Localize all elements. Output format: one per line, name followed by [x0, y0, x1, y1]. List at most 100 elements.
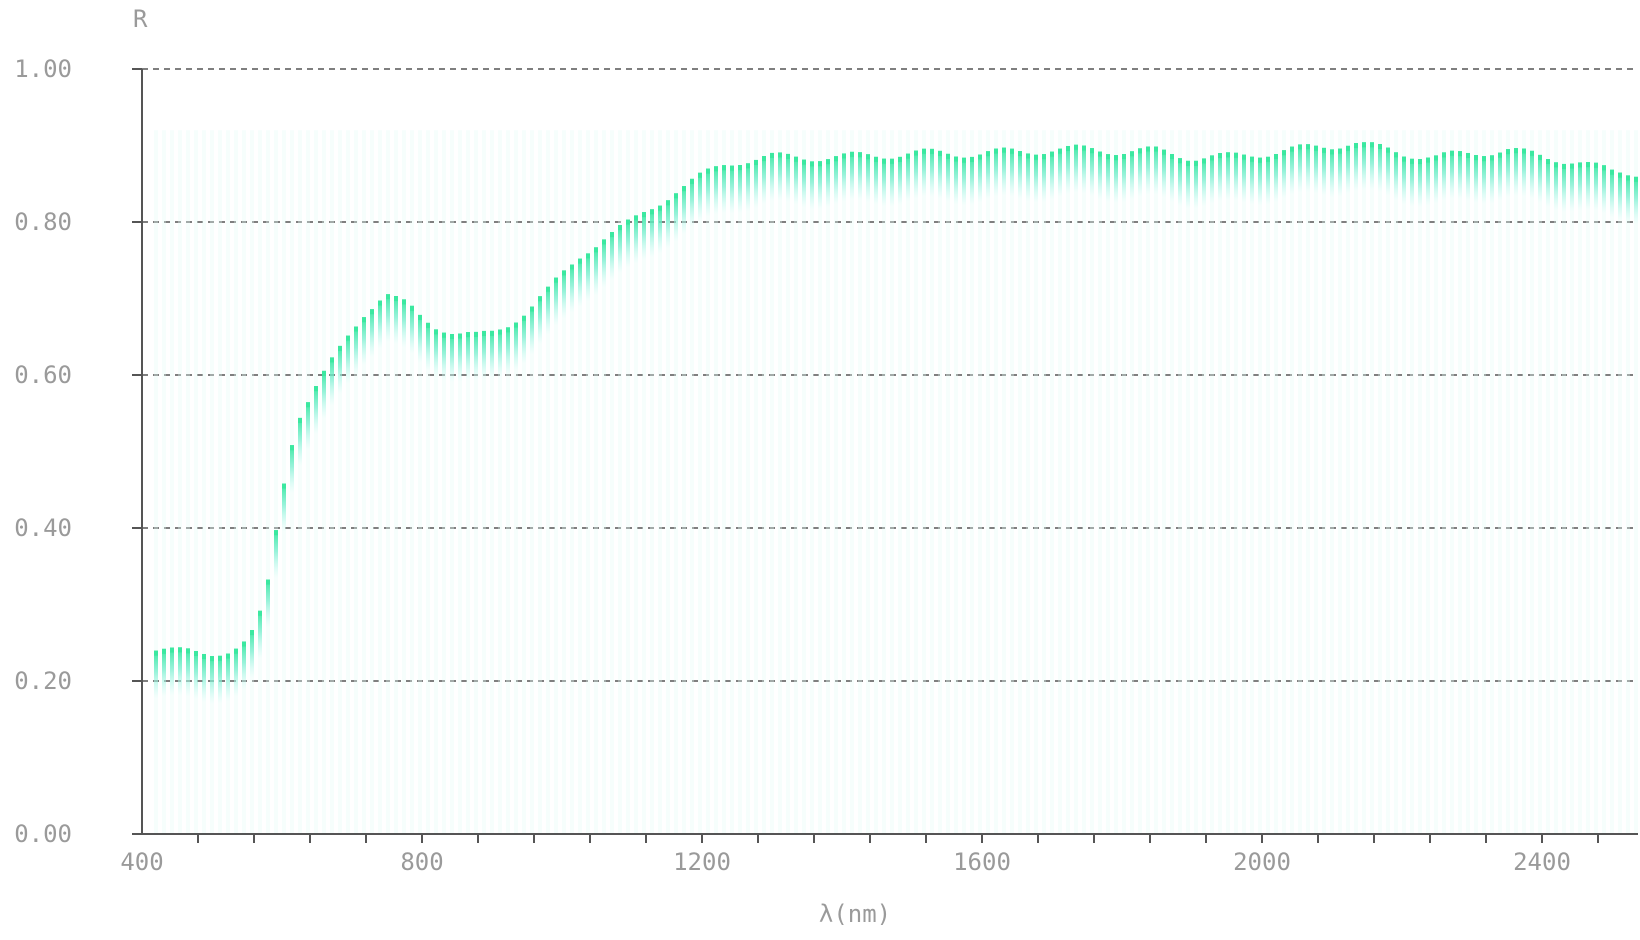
spectrum-bar	[1538, 154, 1542, 203]
spectrum-point	[666, 200, 670, 206]
spectrum-point	[1346, 145, 1350, 151]
spectrum-haze	[1226, 130, 1230, 834]
spectrum-bar	[874, 156, 878, 205]
spectrum-bar	[746, 163, 750, 212]
spectrum-point	[826, 159, 830, 165]
spectrum-bar	[1290, 146, 1294, 195]
spectrum-haze	[810, 130, 814, 834]
spectrum-haze	[490, 130, 494, 834]
spectrum-bar	[922, 148, 926, 197]
spectrum-haze	[1138, 130, 1142, 834]
spectrum-point	[1146, 146, 1150, 152]
spectrum-bar	[1018, 151, 1022, 200]
spectrum-haze	[466, 130, 470, 834]
x-tick-label: 1600	[953, 848, 1011, 876]
spectrum-bar	[1514, 148, 1518, 197]
spectrum-bar	[1058, 148, 1062, 197]
spectrum-bar	[778, 152, 782, 201]
spectrum-bar	[242, 641, 246, 690]
spectrum-point	[1330, 149, 1334, 155]
spectrum-haze	[1034, 130, 1038, 834]
spectrum-bar	[834, 156, 838, 205]
spectrum-haze	[1178, 130, 1182, 834]
spectrum-point	[1370, 142, 1374, 148]
spectrum-point	[514, 322, 518, 328]
spectrum-haze	[362, 130, 366, 834]
spectrum-haze	[1082, 130, 1086, 834]
x-tick-label: 800	[400, 848, 443, 876]
spectrum-bar	[794, 156, 798, 205]
spectrum-haze	[1434, 130, 1438, 834]
spectrum-haze	[674, 130, 678, 834]
spectrum-haze	[722, 130, 726, 834]
spectrum-haze	[1298, 130, 1302, 834]
spectrum-point	[658, 205, 662, 211]
spectrum-bar	[162, 648, 166, 697]
spectrum-point	[338, 345, 342, 351]
spectrum-bar	[178, 647, 182, 696]
spectrum-haze	[922, 130, 926, 834]
spectrum-bar	[274, 530, 278, 579]
spectrum-haze	[514, 130, 518, 834]
spectrum-haze	[1386, 130, 1390, 834]
spectrum-haze	[530, 130, 534, 834]
spectrum-bar	[1146, 146, 1150, 195]
spectrum-point	[698, 172, 702, 178]
spectrum-bar	[1042, 154, 1046, 203]
spectrum-bar	[466, 332, 470, 381]
spectrum-bar	[386, 294, 390, 343]
spectrum-bar	[1218, 153, 1222, 202]
spectrum-haze	[658, 130, 662, 834]
spectrum-haze	[690, 130, 694, 834]
axes	[132, 68, 1638, 843]
spectrum-bar	[1130, 151, 1134, 200]
spectrum-haze	[218, 130, 222, 834]
spectrum-haze	[274, 130, 278, 834]
spectrum-haze	[1418, 130, 1422, 834]
spectrum-haze	[1450, 130, 1454, 834]
spectrum-haze	[402, 130, 406, 834]
spectrum-bar	[226, 653, 230, 702]
spectrum-haze	[1354, 130, 1358, 834]
spectrum-bar	[1442, 152, 1446, 201]
spectrum-point	[226, 653, 230, 659]
spectrum-bar	[898, 156, 902, 205]
spectrum-point	[746, 163, 750, 169]
spectrum-bar	[634, 215, 638, 264]
spectrum-bar	[1346, 145, 1350, 194]
spectrum-point	[946, 153, 950, 159]
spectrum-point	[322, 370, 326, 376]
spectrum-point	[1186, 160, 1190, 166]
spectrum-point	[586, 253, 590, 259]
spectrum-bar	[1458, 151, 1462, 200]
spectrum-bar	[842, 153, 846, 202]
spectrum-point	[1258, 157, 1262, 163]
spectrum-haze	[450, 130, 454, 834]
spectrum-point	[1210, 155, 1214, 161]
spectrum-haze	[594, 130, 598, 834]
spectrum-point	[442, 332, 446, 338]
spectrum-haze	[618, 130, 622, 834]
spectrum-haze	[1002, 130, 1006, 834]
spectrum-point	[1306, 144, 1310, 150]
spectrum-haze	[762, 130, 766, 834]
spectrum-point	[570, 264, 574, 270]
spectrum-bar	[186, 648, 190, 697]
spectrum-point	[1298, 144, 1302, 150]
spectrum-haze	[682, 130, 686, 834]
spectrum-point	[1266, 156, 1270, 162]
spectrum-point	[1034, 154, 1038, 160]
spectrum-bar	[946, 153, 950, 202]
spectrum-point	[1050, 151, 1054, 157]
spectrum-haze	[1306, 130, 1310, 834]
spectrum-bar	[850, 151, 854, 200]
spectrum-bar	[418, 314, 422, 363]
spectrum-point	[1394, 152, 1398, 158]
spectrum-haze	[634, 130, 638, 834]
spectrum-point	[482, 330, 486, 336]
spectrum-bar	[1322, 147, 1326, 196]
spectrum-point	[434, 329, 438, 335]
spectrum-haze	[282, 130, 286, 834]
spectrum-bar	[1450, 150, 1454, 199]
